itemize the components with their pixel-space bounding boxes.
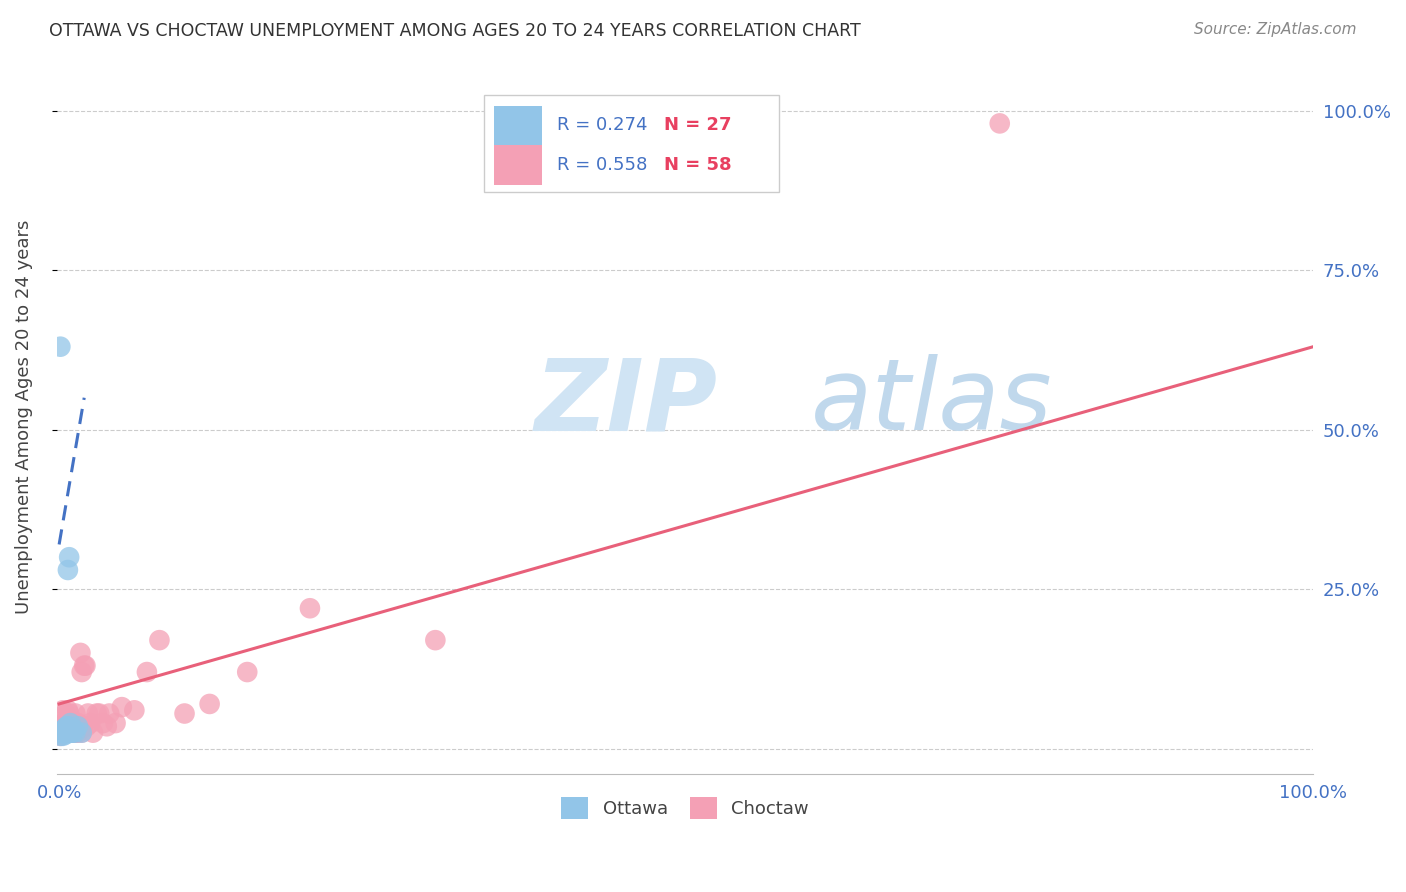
Point [66, 719, 89, 733]
Point [73, 658, 96, 673]
Point [96, 719, 118, 733]
Point [58, 550, 80, 565]
Point [66, 716, 89, 731]
Point [60, 723, 83, 737]
Point [56, 563, 79, 577]
Point [298, 601, 321, 615]
Point [425, 633, 447, 648]
Point [70, 725, 93, 739]
Point [173, 706, 195, 721]
Point [66, 725, 89, 739]
Point [55, 725, 77, 739]
Point [58, 725, 80, 739]
Point [58, 725, 80, 739]
Point [55, 723, 77, 738]
Point [111, 700, 134, 714]
Point [58, 706, 80, 721]
Point [51, 719, 73, 733]
Point [55, 728, 77, 742]
Point [55, 725, 77, 739]
Point [52, 725, 75, 739]
Point [988, 116, 1011, 130]
Point [82, 725, 104, 739]
Text: R = 0.274: R = 0.274 [557, 116, 647, 135]
Point [59, 719, 82, 733]
Point [49, 340, 72, 354]
Point [63, 716, 86, 731]
Point [52, 703, 75, 717]
Point [69, 646, 91, 660]
Point [86, 706, 108, 721]
Point [55, 725, 77, 739]
Point [77, 706, 100, 721]
Point [52, 725, 75, 739]
Point [53, 725, 76, 739]
Point [56, 719, 79, 733]
Legend: Ottawa, Choctaw: Ottawa, Choctaw [554, 789, 815, 826]
Point [55, 716, 77, 731]
Point [56, 725, 79, 739]
Point [51, 725, 73, 739]
Point [59, 725, 82, 739]
Point [52, 729, 75, 743]
Point [56, 703, 79, 717]
Point [49, 729, 72, 743]
Point [67, 719, 90, 733]
Point [56, 723, 79, 737]
Point [70, 665, 93, 679]
Point [55, 719, 77, 733]
Text: Source: ZipAtlas.com: Source: ZipAtlas.com [1194, 22, 1357, 37]
Point [148, 633, 170, 648]
Point [62, 719, 84, 733]
Point [89, 706, 111, 721]
Point [53, 725, 76, 739]
Point [62, 725, 84, 739]
Point [65, 706, 87, 721]
Point [59, 725, 82, 739]
Text: atlas: atlas [811, 354, 1052, 451]
Point [124, 703, 146, 717]
Point [55, 721, 77, 735]
Text: N = 27: N = 27 [664, 116, 731, 135]
Point [60, 725, 83, 739]
Point [79, 716, 101, 731]
Point [55, 719, 77, 733]
Text: OTTAWA VS CHOCTAW UNEMPLOYMENT AMONG AGES 20 TO 24 YEARS CORRELATION CHART: OTTAWA VS CHOCTAW UNEMPLOYMENT AMONG AGE… [49, 22, 860, 40]
Point [65, 725, 87, 739]
Bar [494, 106, 541, 145]
Point [236, 665, 259, 679]
Point [63, 723, 86, 737]
Point [91, 716, 114, 731]
Bar [494, 145, 541, 185]
Point [55, 706, 77, 721]
Point [98, 706, 121, 721]
Point [56, 725, 79, 739]
Y-axis label: Unemployment Among Ages 20 to 24 years: Unemployment Among Ages 20 to 24 years [15, 219, 32, 614]
FancyBboxPatch shape [484, 95, 779, 192]
Point [60, 716, 83, 731]
Text: N = 58: N = 58 [664, 156, 731, 174]
Point [76, 719, 98, 733]
Point [70, 725, 93, 739]
Text: R = 0.558: R = 0.558 [557, 156, 647, 174]
Point [63, 725, 86, 739]
Text: ZIP: ZIP [534, 354, 717, 451]
Point [65, 725, 87, 739]
Point [51, 725, 73, 739]
Point [135, 665, 157, 679]
Point [49, 729, 72, 743]
Point [58, 716, 80, 731]
Point [72, 719, 94, 733]
Point [198, 697, 221, 711]
Point [62, 725, 84, 739]
Point [104, 716, 127, 731]
Point [66, 719, 89, 733]
Point [75, 658, 97, 673]
Point [59, 716, 82, 731]
Point [58, 719, 80, 733]
Point [53, 723, 76, 737]
Point [53, 716, 76, 731]
Point [60, 725, 83, 739]
